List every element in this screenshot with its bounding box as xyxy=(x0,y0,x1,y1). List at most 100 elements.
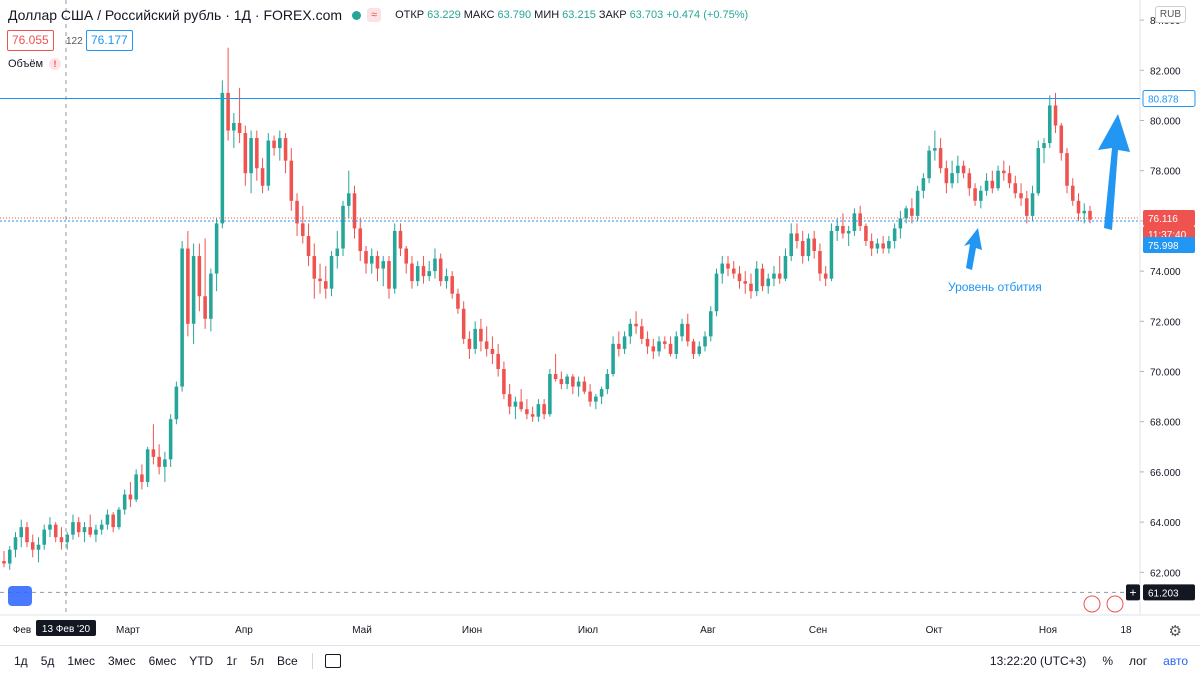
wave-icon[interactable]: ≈ xyxy=(367,8,382,22)
candle-body xyxy=(186,248,190,324)
candle-body xyxy=(467,338,472,349)
auto-toggle[interactable]: авто xyxy=(1163,654,1188,668)
range-button[interactable]: 1мес xyxy=(67,654,95,668)
annotation-text: Уровень отбития xyxy=(948,280,1042,294)
x-tick-label: Фев xyxy=(13,625,31,636)
y-tick-label: 78.000 xyxy=(1150,167,1181,178)
range-button[interactable]: YTD xyxy=(189,654,214,668)
sell-price-button[interactable]: 76.055 xyxy=(7,30,54,51)
candle-body xyxy=(7,549,12,564)
candle-body xyxy=(996,170,1000,189)
settings-gear-icon[interactable]: ⚙ xyxy=(1168,623,1182,640)
add-alert-icon: + xyxy=(1129,585,1136,599)
candle-body xyxy=(915,190,920,216)
current-price-label: 76.116 xyxy=(1148,214,1178,225)
currency-badge[interactable]: RUB xyxy=(1154,6,1186,23)
candle-body xyxy=(714,273,719,312)
candle-body xyxy=(421,266,426,277)
open-label: ОТКР xyxy=(395,9,425,21)
high-label: МАКС xyxy=(463,9,495,21)
close-label: ЗАКР xyxy=(598,9,627,21)
range-button[interactable]: 5л xyxy=(250,654,264,668)
candle-body xyxy=(48,524,52,530)
candle-body xyxy=(306,235,311,257)
range-button[interactable]: 5д xyxy=(40,654,55,668)
x-tick-label: 18 xyxy=(1120,625,1132,636)
candle-body xyxy=(335,248,340,257)
level-label: 80.878 xyxy=(1148,94,1179,105)
candle-body xyxy=(846,230,851,234)
candle-body xyxy=(691,341,696,354)
candle-body xyxy=(358,228,363,252)
candle-body xyxy=(209,273,213,319)
candle-body xyxy=(1013,183,1018,194)
candle-body xyxy=(82,527,87,533)
range-button[interactable]: 3мес xyxy=(107,654,136,668)
candle-body xyxy=(105,514,110,525)
range-button[interactable]: 6мес xyxy=(148,654,177,668)
candle-body xyxy=(835,225,839,231)
candle-body xyxy=(938,148,943,169)
candle-body xyxy=(13,537,18,550)
volume-indicator[interactable]: Объём ! xyxy=(8,58,62,70)
crosshair-price-label: 61.203 xyxy=(1148,588,1179,599)
y-tick-label: 68.000 xyxy=(1150,418,1181,429)
candle-body xyxy=(301,223,305,236)
range-button[interactable]: 1д xyxy=(14,654,28,668)
candle-body xyxy=(341,205,345,249)
bottom-toolbar: 1д 5д 1мес 3мес 6мес YTD 1г 5л Все 13:22:20 (UTC… xyxy=(0,645,1200,676)
log-toggle[interactable]: лог xyxy=(1128,654,1148,668)
clock-time[interactable]: 13:22:20 (UTC+3) xyxy=(989,654,1087,668)
range-button[interactable]: Все xyxy=(276,654,298,668)
candle-body xyxy=(111,514,115,528)
candle-body xyxy=(375,256,380,269)
candle-body xyxy=(1082,210,1087,214)
candle-body xyxy=(295,200,299,224)
candle-body xyxy=(944,168,949,184)
candle-body xyxy=(519,401,523,410)
candle-body xyxy=(507,394,512,407)
candle-body xyxy=(323,281,328,289)
add-alert-button[interactable] xyxy=(1126,584,1140,601)
range-button[interactable]: 1г xyxy=(226,654,238,668)
event-flag-icon[interactable] xyxy=(1106,595,1124,613)
candle-body xyxy=(685,323,690,342)
candle-body xyxy=(933,148,937,151)
candle-body xyxy=(582,381,587,392)
candle-body xyxy=(42,529,47,545)
candle-body xyxy=(910,208,914,216)
x-tick-label: Авг xyxy=(700,625,716,636)
candle-body xyxy=(588,391,592,402)
candle-body xyxy=(392,230,397,289)
candle-body xyxy=(829,230,834,279)
change-value: +0.474 (+0.75%) xyxy=(666,9,749,21)
spread-value: 122 xyxy=(66,36,83,47)
buy-price-button[interactable]: 76.177 xyxy=(86,30,133,51)
percent-toggle[interactable]: % xyxy=(1102,654,1113,668)
ohlc-readout: ОТКР 63.229 МАКС 63.790 МИН 63.215 ЗАКР 63.7… xyxy=(395,9,748,21)
calendar-icon[interactable] xyxy=(324,654,341,668)
candle-body xyxy=(19,527,24,538)
candle-body xyxy=(858,213,862,226)
candle-body xyxy=(1030,193,1035,216)
candle-body xyxy=(191,256,196,324)
candle-body xyxy=(720,263,725,274)
support-arrow-icon[interactable] xyxy=(964,228,982,270)
candle-body xyxy=(789,233,793,257)
candle-body xyxy=(272,140,276,149)
event-flag-icon[interactable] xyxy=(1083,595,1101,613)
candle-body xyxy=(364,251,368,264)
warning-icon[interactable]: ! xyxy=(49,58,62,70)
candle-body xyxy=(703,336,707,347)
candle-body xyxy=(657,341,661,352)
candle-body xyxy=(433,258,437,272)
symbol-title[interactable]: Доллар США / Российский рубль · 1Д · FOR… xyxy=(8,7,343,23)
candle-body xyxy=(795,233,799,241)
y-tick-label: 74.000 xyxy=(1150,267,1181,278)
tradingview-logo-icon[interactable] xyxy=(8,586,32,606)
up-arrow-icon[interactable] xyxy=(1098,114,1130,230)
candle-body xyxy=(548,374,552,415)
candle-body xyxy=(243,133,248,174)
